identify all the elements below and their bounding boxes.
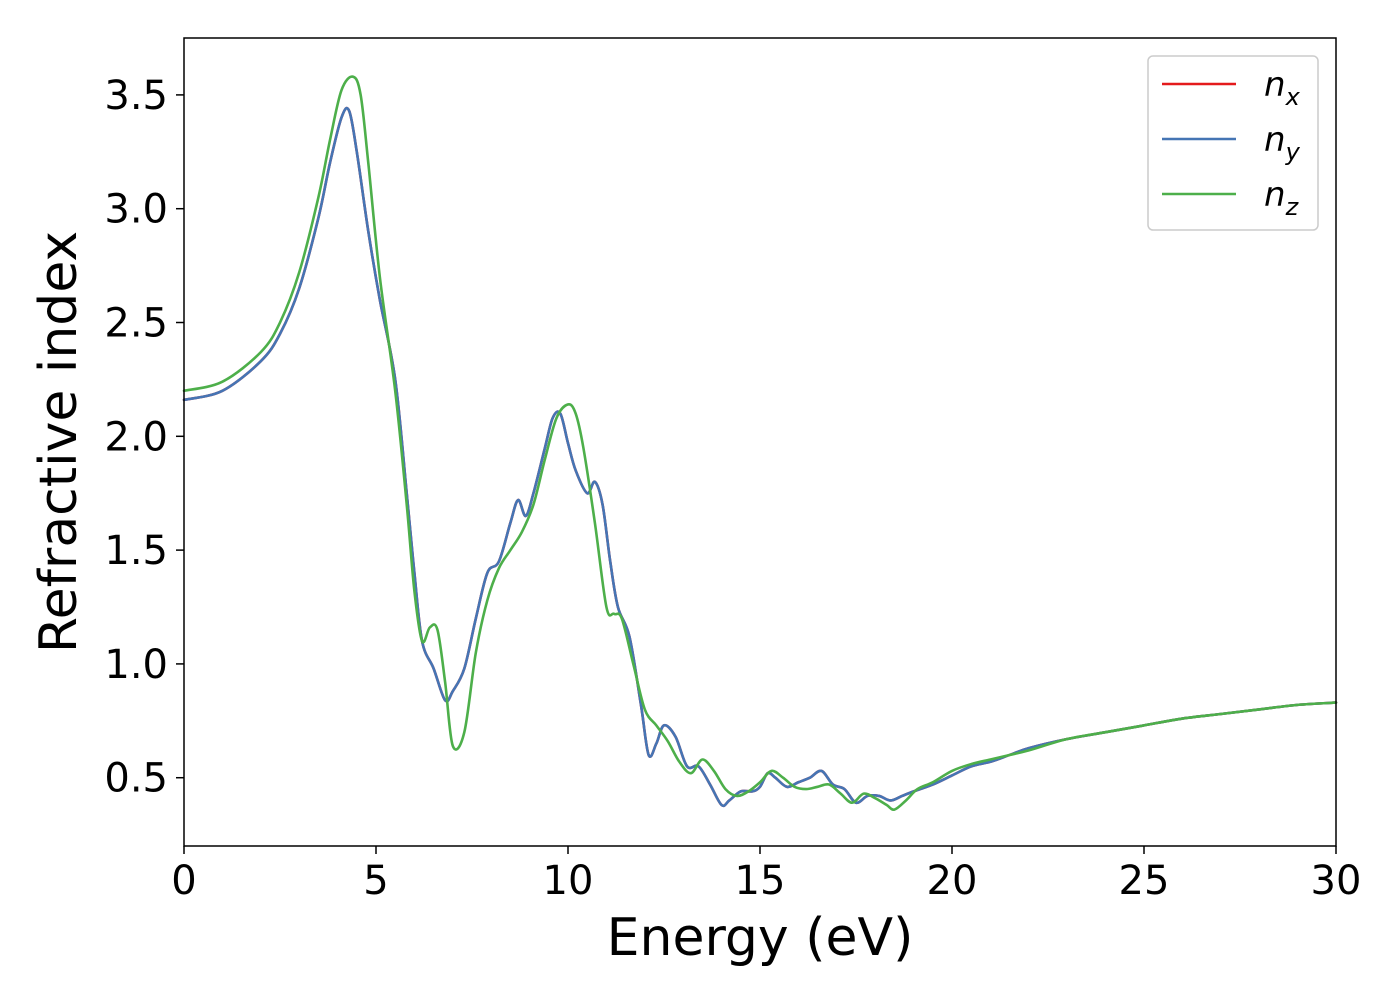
legend-box xyxy=(1147,55,1319,231)
x-axis-label: Energy (eV) xyxy=(607,908,914,968)
x-tick-label: 25 xyxy=(1119,858,1170,904)
series-line-nz xyxy=(182,75,1338,811)
y-axis-label: Refractive index xyxy=(29,231,89,653)
legend-entry-subscript: x xyxy=(1285,83,1301,111)
y-tick-label: 3.0 xyxy=(104,187,168,233)
y-tick-label: 2.5 xyxy=(104,301,168,347)
legend-entry-ny: ny xyxy=(1264,120,1301,166)
legend-entry-subscript: y xyxy=(1285,138,1301,166)
legend-entry-name: n xyxy=(1264,120,1286,160)
legend-entry-nz: nz xyxy=(1264,175,1300,221)
x-tick-label: 0 xyxy=(171,858,196,904)
series-line-ny xyxy=(182,106,1338,808)
x-axis-ticks: 0 5 10 15 20 25 30 xyxy=(171,846,1361,904)
x-tick-label: 30 xyxy=(1311,858,1362,904)
legend-entry-subscript: z xyxy=(1285,193,1300,221)
legend-entry-name: n xyxy=(1264,175,1286,215)
legend-entry-nx: nx xyxy=(1264,65,1301,111)
x-tick-label: 15 xyxy=(735,858,786,904)
y-tick-label: 0.5 xyxy=(104,756,168,802)
y-tick-label: 2.0 xyxy=(104,414,168,460)
y-axis-ticks: 0.5 1.0 1.5 2.0 2.5 3.0 3.5 xyxy=(104,73,184,802)
y-tick-label: 1.5 xyxy=(104,528,168,574)
x-tick-label: 10 xyxy=(543,858,594,904)
y-tick-label: 3.5 xyxy=(104,73,168,119)
series-layer xyxy=(182,75,1338,811)
y-tick-label: 1.0 xyxy=(104,642,168,688)
x-tick-label: 5 xyxy=(363,858,388,904)
x-tick-label: 20 xyxy=(927,858,978,904)
legend-entry-name: n xyxy=(1264,65,1286,105)
